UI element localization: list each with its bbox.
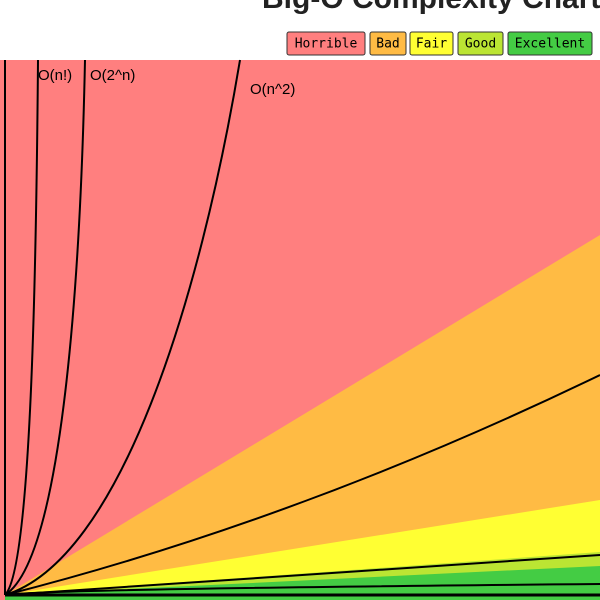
curve [4, 59, 241, 596]
curve-label: O(2^n) [90, 67, 135, 84]
legend: Horrible Bad Fair Good Excellent [286, 31, 593, 56]
legend-label: Good [465, 37, 496, 52]
curve [4, 554, 600, 596]
curve-label: O(n!) [38, 67, 72, 84]
curve [4, 59, 39, 596]
legend-swatch [507, 31, 593, 56]
legend-swatch [369, 31, 407, 56]
legend-swatch [409, 31, 454, 56]
curve [4, 59, 86, 596]
excellent-region [5, 566, 600, 600]
legend-label: Horrible [295, 37, 358, 52]
plot: O(n!) O(2^n) O(n^2) [0, 59, 600, 600]
title: Big-O Complexity Chart [262, 0, 600, 15]
legend-swatch [286, 31, 366, 56]
legend-label: Excellent [515, 37, 585, 52]
curve [4, 374, 600, 596]
bad-region [5, 235, 600, 600]
curve [4, 583, 600, 596]
legend-label: Bad [376, 37, 399, 52]
curve-label: O(n^2) [250, 81, 295, 98]
legend-swatch [457, 31, 504, 56]
legend-label: Fair [416, 37, 447, 52]
